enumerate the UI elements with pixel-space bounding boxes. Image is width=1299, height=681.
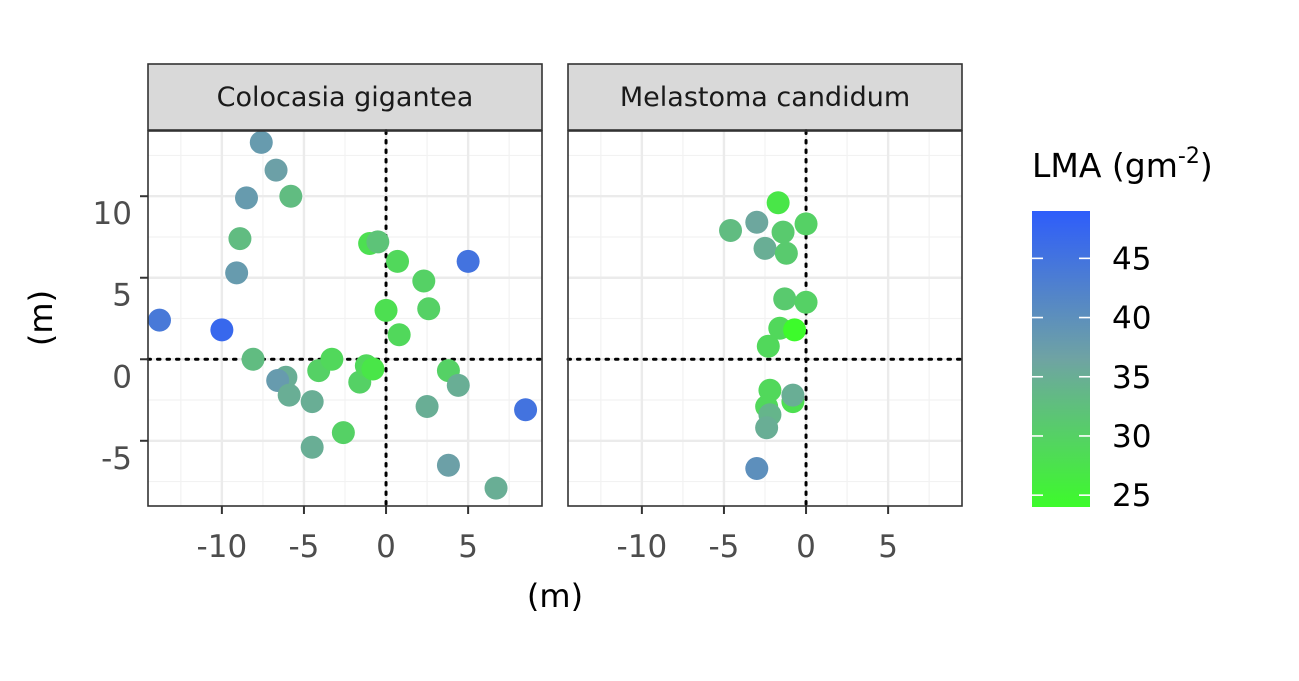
x-axis-title: (m) <box>527 577 583 615</box>
panel-border <box>147 130 543 507</box>
legend-tick-label: 35 <box>1112 360 1151 396</box>
x-tick-label: 0 <box>796 529 816 565</box>
data-point <box>374 298 398 322</box>
data-point <box>514 398 538 422</box>
y-axis-title: (m) <box>22 290 60 346</box>
data-point <box>279 184 303 208</box>
data-point <box>755 416 779 440</box>
legend-tick-label: 30 <box>1112 419 1151 455</box>
data-point <box>456 249 480 273</box>
x-tick-label: -5 <box>288 529 319 565</box>
legend-title: LMA (gm-2) <box>1032 144 1213 185</box>
x-tick-label: -5 <box>708 529 739 565</box>
data-point <box>446 373 470 397</box>
data-point <box>412 269 436 293</box>
y-tick-label: 10 <box>93 196 132 232</box>
x-tick-label: -10 <box>617 529 668 565</box>
data-point <box>415 395 439 419</box>
color-legend: LMA (gm-2) 25 30 35 40 45 <box>1032 144 1213 514</box>
data-point <box>745 210 769 234</box>
x-tick-label: 5 <box>878 529 898 565</box>
data-point <box>719 218 743 242</box>
facet-panel: Colocasia gigantea -10 -5 0 5 <box>146 63 544 565</box>
data-point <box>300 435 324 459</box>
data-point <box>745 457 769 480</box>
data-point <box>484 476 508 500</box>
facet-strip <box>147 63 543 131</box>
data-point <box>300 390 324 414</box>
facet-strip-label: Melastoma candidum <box>620 82 910 113</box>
y-tick-label: 0 <box>112 359 132 395</box>
data-point <box>387 323 411 347</box>
data-point <box>277 383 301 407</box>
panel-border <box>567 130 963 507</box>
data-point <box>417 297 441 321</box>
data-point <box>228 227 252 251</box>
data-point <box>756 334 780 358</box>
x-tick-label: 0 <box>376 529 396 565</box>
facet-strip-label: Colocasia gigantea <box>217 82 474 113</box>
data-point <box>774 241 798 265</box>
data-point <box>241 347 265 371</box>
data-point <box>210 318 234 342</box>
data-point <box>436 453 460 477</box>
data-point <box>781 383 805 407</box>
colorbar <box>1032 211 1090 507</box>
y-tick-label: 5 <box>112 278 132 314</box>
facet-panel: Melastoma candidum -10 -5 0 5 <box>566 63 964 565</box>
data-point <box>147 308 171 332</box>
x-tick-label: 5 <box>458 529 478 565</box>
legend-tick-label: 25 <box>1112 478 1151 514</box>
data-point <box>386 249 410 273</box>
data-point <box>320 347 344 371</box>
data-point <box>794 212 818 236</box>
data-point <box>773 287 797 311</box>
data-point <box>235 186 258 210</box>
data-point <box>361 357 385 381</box>
facet-strip <box>567 63 963 131</box>
data-point <box>249 130 273 154</box>
data-point <box>225 261 249 285</box>
x-tick-label: -10 <box>197 529 248 565</box>
legend-tick-label: 40 <box>1112 301 1151 337</box>
data-point <box>331 421 355 445</box>
y-axis: -5 0 5 10 <box>93 195 148 477</box>
data-point <box>366 230 390 254</box>
data-point <box>753 236 777 260</box>
data-point <box>771 220 795 244</box>
y-tick-label: -5 <box>101 441 132 477</box>
data-point <box>264 158 288 182</box>
data-point <box>794 290 818 314</box>
data-point <box>783 318 807 342</box>
data-point <box>766 191 790 215</box>
legend-tick-label: 45 <box>1112 241 1151 277</box>
